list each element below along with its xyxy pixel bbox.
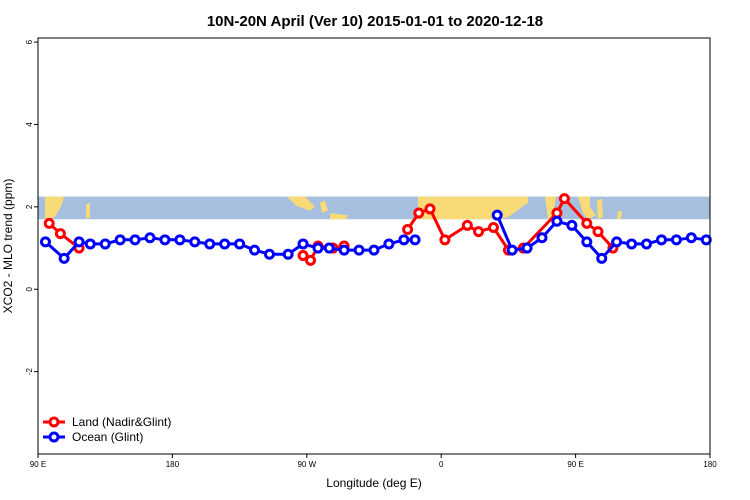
series-0-point xyxy=(439,234,451,246)
x-tick-label: 0 xyxy=(439,460,444,469)
series-1-point xyxy=(566,219,578,231)
series-0-point xyxy=(461,219,473,231)
series-1-point xyxy=(114,234,126,246)
series-1-point xyxy=(521,242,533,254)
series-1-point xyxy=(323,242,335,254)
series-1-point xyxy=(338,244,350,256)
series-1-point xyxy=(249,244,261,256)
y-tick-label: 6 xyxy=(25,39,34,44)
series-0-point xyxy=(413,207,425,219)
plot-frame xyxy=(37,37,711,455)
series-1-point xyxy=(263,248,275,260)
series-1-point xyxy=(219,238,231,250)
map-land-4 xyxy=(330,213,348,220)
series-0-point xyxy=(487,221,499,233)
series-0-point xyxy=(558,193,570,205)
chart-title: 10N-20N April (Ver 10) 2015-01-01 to 202… xyxy=(207,13,543,30)
series-0-line-2 xyxy=(406,197,615,252)
series-1-point xyxy=(398,234,410,246)
series-0-point xyxy=(43,217,55,229)
series-1-point xyxy=(368,244,380,256)
map-ocean xyxy=(38,196,710,220)
series-1-point xyxy=(655,234,667,246)
series-1-point xyxy=(596,252,608,264)
series-1-point xyxy=(312,242,324,254)
series-1-point xyxy=(670,234,682,246)
x-axis-ticks: 90 E 180 90 W 0 90 E 180 xyxy=(30,454,717,469)
series-1-point xyxy=(282,248,294,260)
series-1-point xyxy=(611,236,623,248)
series-1-point xyxy=(159,234,171,246)
x-tick-label: 90 W xyxy=(297,460,316,469)
series-1-point xyxy=(383,238,395,250)
legend-marker-0 xyxy=(48,416,60,428)
series-1-point xyxy=(409,234,421,246)
x-tick-label: 180 xyxy=(703,460,717,469)
map-land-0 xyxy=(45,196,64,220)
y-tick-label: -2 xyxy=(25,368,34,376)
series-1-point xyxy=(189,236,201,248)
series-0-point xyxy=(305,254,317,266)
series-1-point xyxy=(73,236,85,248)
map-land-8 xyxy=(597,198,603,220)
y-axis-ticks: -2 0 2 4 6 xyxy=(25,39,38,375)
series-0-point xyxy=(54,228,66,240)
series-1-point xyxy=(99,238,111,250)
legend-label-1: Ocean (Glint) xyxy=(72,430,143,444)
y-tick-label: 0 xyxy=(25,286,34,291)
series-1-point xyxy=(506,244,518,256)
series-0-point xyxy=(424,203,436,215)
map-land-3 xyxy=(320,200,328,213)
series-0-point xyxy=(297,249,309,261)
series-1-point xyxy=(700,234,712,246)
series-1-point xyxy=(626,238,638,250)
y-axis-label: XCO2 - MLO trend (ppm) xyxy=(1,179,15,314)
series-1-point xyxy=(581,236,593,248)
x-tick-label: 180 xyxy=(166,460,180,469)
series-1-point xyxy=(551,215,563,227)
x-tick-label: 90 E xyxy=(30,460,46,469)
series-1-point xyxy=(144,232,156,244)
series-1 xyxy=(39,209,712,264)
series-0-point xyxy=(581,217,593,229)
series-1-point xyxy=(641,238,653,250)
legend-label-0: Land (Nadir&Glint) xyxy=(72,415,171,429)
y-tick-label: 2 xyxy=(25,204,34,209)
series-0-point xyxy=(402,224,414,236)
series-1-point xyxy=(297,238,309,250)
series-1-point xyxy=(353,244,365,256)
series-1-point xyxy=(84,238,96,250)
series-1-point xyxy=(174,234,186,246)
map-land-1 xyxy=(86,202,90,220)
series-1-point xyxy=(58,252,70,264)
series-1-point xyxy=(129,234,141,246)
series-0-point xyxy=(473,226,485,238)
series-1-point xyxy=(536,232,548,244)
x-axis-label: Longitude (deg E) xyxy=(326,476,421,490)
series-1-point xyxy=(234,238,246,250)
series-group xyxy=(39,193,712,266)
series-1-point xyxy=(204,238,216,250)
x-tick-label: 90 E xyxy=(567,460,583,469)
map-land-9 xyxy=(617,211,622,220)
series-1-point xyxy=(39,236,51,248)
series-1-point xyxy=(685,232,697,244)
map-band xyxy=(38,196,710,220)
legend: Land (Nadir&Glint)Ocean (Glint) xyxy=(43,415,171,444)
series-0-point xyxy=(592,226,604,238)
y-tick-label: 4 xyxy=(25,122,34,127)
series-1-point xyxy=(491,209,503,221)
map-land-7 xyxy=(578,196,596,220)
legend-marker-1 xyxy=(48,431,60,443)
map-land-2 xyxy=(287,196,315,211)
